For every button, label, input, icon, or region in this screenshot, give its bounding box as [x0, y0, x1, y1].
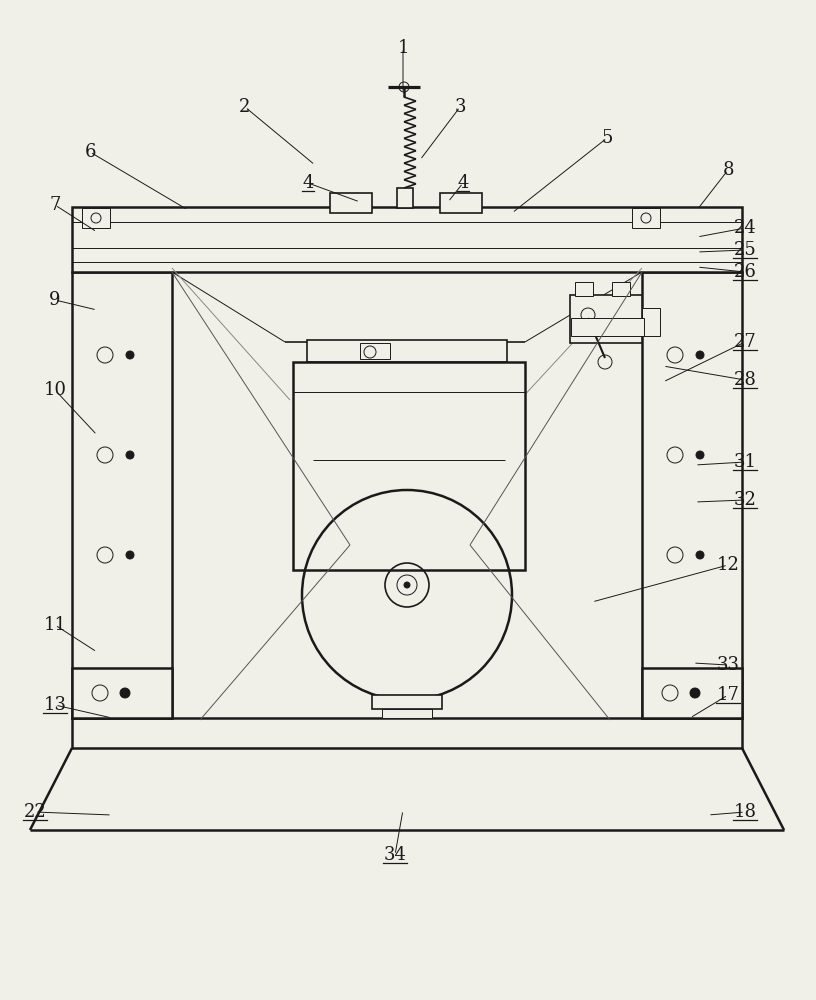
Text: 34: 34 [384, 846, 406, 864]
Bar [360, 343, 390, 359]
Bar [72, 207, 742, 272]
Text: 8: 8 [722, 161, 734, 179]
Bar [570, 295, 642, 343]
Text: 1: 1 [397, 39, 409, 57]
Text: 27: 27 [734, 333, 756, 351]
Bar [642, 308, 660, 336]
Bar [382, 709, 432, 718]
Bar [72, 668, 172, 718]
Text: 25: 25 [734, 241, 756, 259]
Text: 17: 17 [716, 686, 739, 704]
Text: 4: 4 [457, 174, 468, 192]
Bar [642, 272, 742, 718]
Bar [571, 318, 644, 336]
Bar [307, 340, 507, 362]
Circle shape [126, 451, 134, 459]
Text: 2: 2 [239, 98, 251, 116]
Text: 26: 26 [734, 263, 756, 281]
Text: 5: 5 [601, 129, 613, 147]
Bar [82, 208, 110, 228]
Circle shape [696, 451, 704, 459]
Bar [330, 193, 372, 213]
Circle shape [696, 351, 704, 359]
Bar [632, 208, 660, 228]
Text: 28: 28 [734, 371, 756, 389]
Text: 31: 31 [734, 453, 756, 471]
Bar [440, 193, 482, 213]
Bar [72, 272, 172, 718]
Bar [372, 695, 442, 709]
Circle shape [120, 688, 130, 698]
Circle shape [126, 551, 134, 559]
Bar [397, 188, 413, 208]
Text: 12: 12 [716, 556, 739, 574]
Text: 13: 13 [43, 696, 66, 714]
Text: 33: 33 [716, 656, 739, 674]
Bar [575, 282, 593, 296]
Text: 11: 11 [43, 616, 66, 634]
Text: 18: 18 [734, 803, 756, 821]
Circle shape [690, 688, 700, 698]
Circle shape [126, 351, 134, 359]
Text: 3: 3 [455, 98, 466, 116]
Text: 24: 24 [734, 219, 756, 237]
Bar [612, 282, 630, 296]
Text: 10: 10 [43, 381, 66, 399]
Text: 7: 7 [49, 196, 60, 214]
Bar [293, 362, 525, 570]
Text: 6: 6 [84, 143, 95, 161]
Bar [642, 668, 742, 718]
Circle shape [696, 551, 704, 559]
Text: 9: 9 [49, 291, 60, 309]
Text: 22: 22 [24, 803, 47, 821]
Text: 4: 4 [302, 174, 313, 192]
Circle shape [404, 582, 410, 588]
Bar [72, 718, 742, 748]
Text: 32: 32 [734, 491, 756, 509]
